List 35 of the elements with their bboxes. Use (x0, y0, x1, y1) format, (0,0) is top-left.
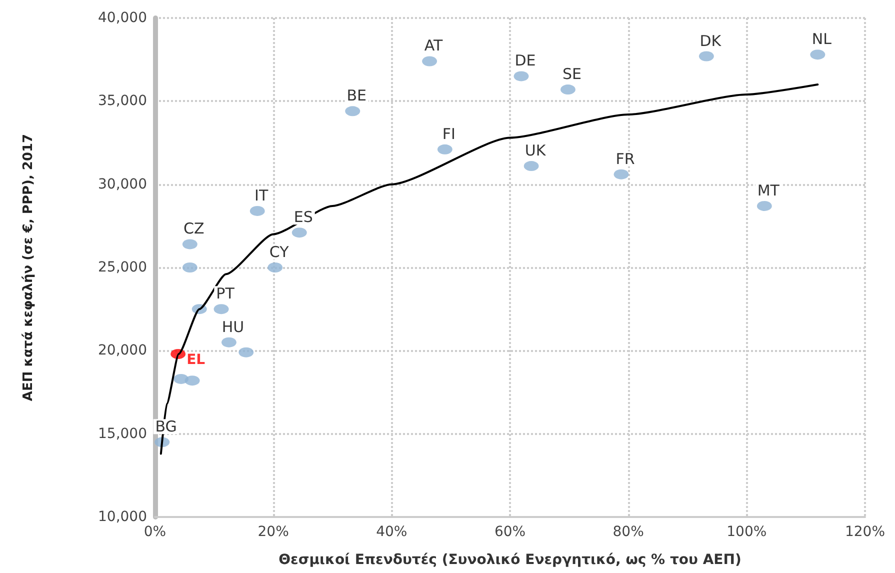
annotation: ES (294, 208, 313, 226)
series-label: EL (186, 352, 206, 368)
annotation: DK (700, 32, 722, 50)
annotation: CY (269, 243, 290, 261)
x-tick-label: 60% (494, 524, 526, 540)
y-tick-label: 20,000 (98, 342, 147, 359)
annotation: FI (442, 124, 456, 143)
annotation: NL (812, 30, 832, 48)
y-tick-label: 30,000 (98, 176, 147, 192)
y-tick-label: 25,000 (98, 260, 147, 276)
annotation: MT (757, 181, 780, 200)
x-tick-label: 0% (144, 524, 166, 540)
annotation: FR (616, 150, 635, 168)
annotation: IT (254, 186, 269, 204)
annotation: AT (424, 36, 444, 55)
y-tick-label: 40,000 (98, 10, 147, 26)
annotation: BG (155, 418, 177, 436)
x-tick-label: 120% (844, 524, 886, 540)
y-axis-title: ΑΕΠ κατά κεφαλήν (σε €, PPP), 2017 (21, 134, 36, 402)
annotation: BE (346, 86, 367, 105)
point (560, 84, 576, 95)
x-tick-label: 100% (726, 524, 767, 540)
x-tick-label: 20% (258, 524, 289, 540)
y-tick-label: 15,000 (98, 426, 147, 442)
annotation: CZ (184, 220, 204, 238)
annotation: UK (524, 142, 547, 160)
y-tick-label: 10,000 (98, 509, 147, 525)
x-tick-label: 80% (612, 524, 644, 540)
annotation: DE (514, 52, 536, 70)
annotation: HU (222, 318, 244, 336)
annotation: PT (216, 284, 236, 303)
y-tick-label: 35,000 (98, 93, 147, 110)
x-axis-title: Θεσμικοί Επενδυτές (Συνολικό Ενεργητικό, ως % του ΑΕΠ) (278, 552, 742, 568)
annotation: SE (562, 65, 582, 84)
x-tick-label: 40% (376, 524, 408, 540)
